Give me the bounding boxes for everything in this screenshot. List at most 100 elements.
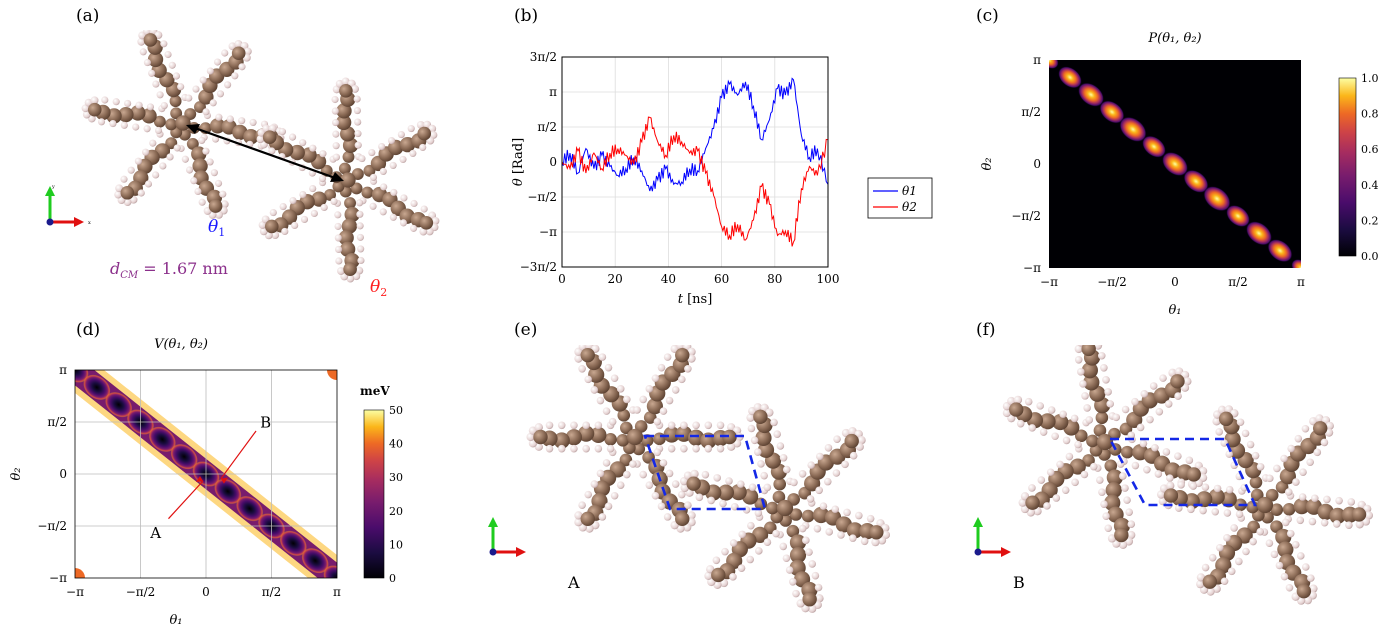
colorbar-tick-label: 10 [389, 538, 403, 551]
y-axis-label: θ₂ [980, 157, 995, 170]
legend-entry-θ2: θ2 [902, 200, 917, 214]
chart-title: P(θ₁, θ₂) [1147, 31, 1201, 46]
x-tick-label: 80 [767, 272, 782, 286]
potential-well [301, 547, 329, 574]
y-tick-label: 0 [59, 467, 67, 481]
series-line-θ2 [561, 116, 829, 247]
colorbar-unit: meV [360, 384, 390, 398]
heatmap-peaks [1049, 60, 1301, 268]
panel-c-chart: −π −π/2 0 π/2 π π π/2 0 −π/2 −π P(θ₁, θ₂) θ₁ θ₂ 1.0 0.… [980, 31, 1379, 318]
y-tick-label: π [59, 363, 67, 377]
x-axis-label: θ₁ [1168, 303, 1181, 318]
potential-well [83, 374, 111, 401]
probability-peak [1267, 239, 1293, 263]
plot-frame [74, 369, 338, 579]
x-tick-label: 0 [1171, 275, 1179, 289]
panel-e-molecules: A [488, 345, 891, 613]
colorbar-tick-label: 0.6 [1361, 143, 1379, 156]
colorbar-tick-label: 0.2 [1361, 214, 1379, 227]
y-tick-label: −π/2 [37, 519, 67, 533]
colorbar-tick-label: 1.0 [1361, 72, 1379, 85]
probability-peak [1203, 185, 1231, 212]
axis-triad-icon [488, 517, 526, 557]
x-axis-label: t [ns] [678, 292, 713, 307]
x-tick-label: −π [1040, 275, 1058, 289]
y-tick-label: π [1033, 53, 1041, 67]
chart-title: V(θ₁, θ₂) [154, 337, 208, 352]
colorbar-tick-label: 0.4 [1361, 179, 1379, 192]
panel-f-molecules: B [973, 345, 1374, 605]
colorbar: 1.0 0.8 0.6 0.4 0.2 0.0 [1338, 72, 1379, 263]
y-axis-label: θ [Rad] [511, 138, 526, 186]
x-tick-label: π [1297, 275, 1305, 289]
molecule-f-left [1002, 345, 1208, 549]
colorbar-gradient [1338, 77, 1357, 257]
config-caption-b: B [1013, 573, 1025, 592]
probability-peak [1183, 169, 1209, 193]
molecule-f-right [1156, 405, 1374, 605]
colorbar: meV 50 40 30 20 10 0 [360, 384, 403, 585]
probability-peak [1226, 204, 1250, 228]
colorbar-tick-label: 30 [389, 471, 403, 484]
y-tick-label: −π [49, 571, 67, 585]
probability-peak [1119, 116, 1147, 143]
x-tick-label: −π/2 [126, 585, 156, 599]
panel-d-chart: −π −π/2 0 π/2 π π π/2 0 −π/2 −π V(θ₁, θ₂) θ₁ θ₂ A BmeV… [9, 337, 403, 628]
series-line-θ1 [561, 77, 829, 192]
axis-triad-icon: y x [45, 184, 91, 227]
molecule-e-right [679, 403, 891, 613]
colorbar-tick-label: 0.8 [1361, 108, 1379, 121]
legend-box [867, 177, 933, 219]
y-tick-label: −π/2 [1011, 209, 1041, 223]
y-tick-label: π/2 [537, 120, 557, 134]
y-tick-label: π [549, 85, 557, 99]
unit-cell-outline [643, 434, 767, 511]
x-tick-label: −π/2 [1097, 275, 1127, 289]
potential-well [148, 426, 176, 453]
x-tick-label: 100 [817, 272, 840, 286]
probability-peak [1099, 100, 1125, 124]
probability-peak [1142, 135, 1166, 158]
molecule-left [81, 30, 285, 219]
potential-well [214, 478, 242, 505]
colorbar-tick-label: 20 [389, 505, 403, 518]
y-tick-label: −π [539, 225, 557, 239]
colorbar-tick-label: 0.0 [1361, 250, 1379, 263]
arrow-head-b [220, 477, 228, 484]
x-axis-label: θ₁ [169, 613, 182, 628]
y-tick-label: 0 [549, 155, 557, 169]
y-tick-label: 3π/2 [530, 50, 557, 64]
panel-label-b: (b) [514, 6, 539, 26]
arrow-head-a [196, 476, 203, 482]
colorbar-gradient [363, 409, 385, 579]
panel-label-e: (e) [514, 320, 538, 340]
x-tick-label: π/2 [1228, 275, 1248, 289]
point-label-a: A [149, 524, 161, 542]
probability-peak [1291, 259, 1301, 268]
y-tick-label: −π [1023, 261, 1041, 275]
corner-well [75, 568, 85, 578]
x-tick-label: 20 [608, 272, 623, 286]
plot-frame [561, 56, 829, 268]
x-tick-label: π [333, 585, 341, 599]
potential-well [236, 495, 264, 522]
molecule-e-left [526, 345, 744, 533]
point-label-b: B [260, 413, 271, 431]
panel-label-a: (a) [76, 6, 100, 26]
x-tick-label: 40 [661, 272, 676, 286]
x-tick-label: 0 [202, 585, 210, 599]
svg-text:x: x [88, 220, 91, 226]
y-tick-label: 0 [1033, 157, 1041, 171]
dcm-arrow [186, 124, 344, 182]
y-tick-label: π/2 [47, 415, 67, 429]
x-tick-label: −π [66, 585, 84, 599]
corner-well [327, 370, 337, 380]
panel-b-chart: 0 20 40 60 80 100 3π/2 π π/2 0 −π/2 −π −3π/2 t [ns] θ … [511, 50, 933, 307]
probability-peak [1058, 66, 1082, 89]
probability-peak [1049, 60, 1059, 69]
colorbar-tick-label: 50 [389, 404, 403, 417]
y-tick-label: −π/2 [527, 190, 557, 204]
theta1-label: θ1 [208, 217, 225, 239]
probability-peak [1161, 151, 1189, 177]
